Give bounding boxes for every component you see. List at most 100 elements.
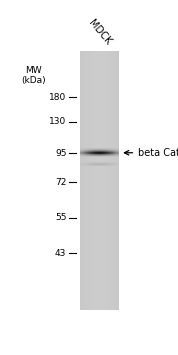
Bar bbox=[104, 155, 105, 156]
Bar bbox=[89, 155, 90, 156]
Bar bbox=[82, 162, 83, 163]
Bar bbox=[113, 152, 114, 153]
Bar bbox=[83, 153, 84, 154]
Bar bbox=[80, 156, 81, 157]
Bar bbox=[115, 151, 116, 152]
Bar bbox=[113, 151, 114, 152]
Bar bbox=[117, 163, 118, 164]
Bar bbox=[102, 149, 103, 150]
Bar bbox=[85, 149, 86, 150]
Bar bbox=[118, 148, 119, 149]
Bar bbox=[99, 155, 100, 156]
Bar bbox=[85, 150, 86, 151]
Bar bbox=[91, 151, 92, 152]
Bar bbox=[102, 149, 103, 150]
Bar bbox=[105, 156, 106, 157]
Bar bbox=[97, 151, 98, 152]
Bar bbox=[95, 153, 96, 154]
Bar bbox=[108, 163, 109, 164]
Bar bbox=[84, 156, 85, 157]
Bar bbox=[116, 164, 117, 165]
Bar bbox=[85, 154, 86, 155]
Bar bbox=[82, 153, 83, 154]
Bar bbox=[106, 150, 107, 151]
Bar bbox=[102, 156, 103, 157]
Bar bbox=[100, 149, 101, 150]
Bar bbox=[82, 153, 83, 154]
Bar bbox=[83, 151, 84, 152]
Bar bbox=[81, 149, 82, 150]
Bar bbox=[94, 164, 95, 165]
Bar bbox=[83, 164, 84, 165]
Bar bbox=[94, 151, 95, 152]
Bar bbox=[89, 156, 90, 157]
Bar bbox=[87, 154, 88, 155]
Bar bbox=[83, 150, 84, 151]
Bar bbox=[107, 149, 108, 150]
Bar bbox=[100, 156, 101, 157]
Bar bbox=[92, 155, 93, 156]
Bar bbox=[95, 149, 96, 150]
Bar bbox=[83, 163, 84, 164]
Bar bbox=[107, 164, 108, 165]
Bar bbox=[118, 153, 119, 154]
Bar bbox=[80, 156, 81, 157]
Bar bbox=[93, 148, 94, 149]
Bar bbox=[90, 165, 91, 166]
Bar bbox=[93, 150, 94, 151]
Bar bbox=[100, 153, 101, 154]
Bar bbox=[111, 162, 112, 163]
Bar bbox=[90, 153, 91, 154]
Bar bbox=[85, 148, 86, 149]
Bar bbox=[80, 151, 81, 152]
Bar bbox=[118, 151, 119, 152]
Bar bbox=[108, 151, 109, 152]
Bar bbox=[116, 154, 117, 155]
Bar bbox=[109, 165, 110, 166]
Bar bbox=[104, 156, 105, 157]
Bar bbox=[98, 162, 99, 163]
Bar bbox=[109, 156, 110, 157]
Bar bbox=[91, 154, 92, 155]
Bar bbox=[98, 164, 99, 165]
Bar bbox=[100, 150, 101, 151]
Bar bbox=[94, 165, 95, 166]
Bar bbox=[104, 150, 105, 151]
Bar bbox=[81, 162, 82, 163]
Bar bbox=[117, 149, 118, 150]
Bar bbox=[116, 151, 117, 152]
Bar bbox=[83, 154, 84, 155]
Bar bbox=[89, 153, 90, 154]
Bar bbox=[92, 162, 93, 163]
Bar bbox=[96, 149, 97, 150]
Bar bbox=[83, 153, 84, 154]
Bar bbox=[92, 164, 93, 165]
Bar bbox=[90, 165, 91, 166]
Bar bbox=[107, 151, 108, 152]
Bar bbox=[109, 153, 110, 154]
Bar bbox=[85, 156, 86, 157]
Bar bbox=[102, 156, 103, 157]
Bar bbox=[97, 165, 98, 166]
Bar bbox=[90, 150, 91, 151]
Bar bbox=[117, 164, 118, 165]
Bar bbox=[108, 152, 109, 153]
Bar bbox=[118, 152, 119, 153]
Bar bbox=[118, 164, 119, 165]
Bar bbox=[109, 51, 110, 311]
Bar bbox=[115, 155, 116, 156]
Bar bbox=[117, 163, 118, 164]
Bar bbox=[90, 151, 91, 152]
Bar bbox=[86, 151, 87, 152]
Bar bbox=[84, 163, 85, 164]
Bar bbox=[101, 149, 102, 150]
Text: 72: 72 bbox=[55, 178, 66, 186]
Bar bbox=[116, 151, 117, 152]
Bar bbox=[80, 164, 81, 165]
Bar bbox=[101, 151, 102, 152]
Bar bbox=[81, 155, 82, 156]
Bar bbox=[95, 153, 96, 154]
Bar bbox=[116, 162, 117, 163]
Bar bbox=[107, 153, 108, 154]
Bar bbox=[109, 151, 110, 152]
